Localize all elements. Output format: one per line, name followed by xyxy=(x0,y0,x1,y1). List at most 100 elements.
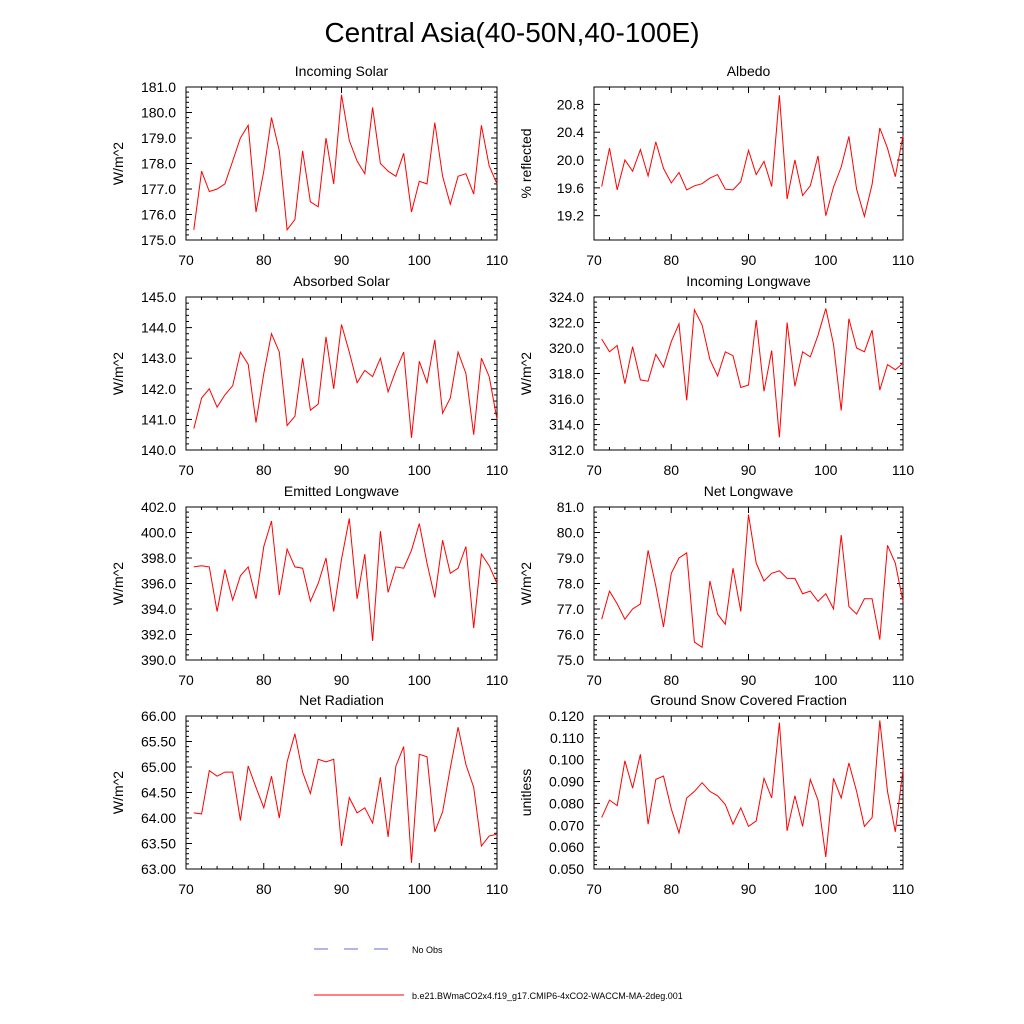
y-tick-label: 63.00 xyxy=(141,861,176,877)
x-tick-label: 110 xyxy=(486,881,509,897)
y-tick-label: 0.070 xyxy=(549,817,584,833)
y-tick-label: 66.00 xyxy=(141,708,176,724)
x-tick-label: 70 xyxy=(178,672,194,688)
x-tick-label: 80 xyxy=(663,252,679,268)
panel-8: Ground Snow Covered Fraction unitless 0.05… xyxy=(518,692,914,897)
y-tick-label: 81.0 xyxy=(557,499,584,515)
panels: Incoming Solar W/m^2 175.0 176.0 177.0 178.0 1… xyxy=(110,63,914,897)
y-tick-label: 20.8 xyxy=(557,96,584,112)
y-tick-label: 324.0 xyxy=(549,289,584,305)
plot-frame xyxy=(593,296,904,451)
y-tick-label: 177.0 xyxy=(141,181,176,197)
y-tick-label: 396.0 xyxy=(141,576,176,592)
x-tick-label: 90 xyxy=(741,462,757,478)
x-tick-label: 110 xyxy=(892,252,915,268)
y-tick-label: 400.0 xyxy=(141,525,176,541)
x-tick-label: 110 xyxy=(892,881,915,897)
x-tick-label: 90 xyxy=(741,252,757,268)
y-tick-label: 320.0 xyxy=(549,340,584,356)
series-line xyxy=(193,518,498,641)
series-line xyxy=(193,324,498,438)
y-tick-label: 64.50 xyxy=(141,785,176,801)
y-axis-label: W/m^2 xyxy=(518,352,534,395)
x-tick-label: 100 xyxy=(408,672,432,688)
y-tick-label: 143.0 xyxy=(141,350,176,366)
panel-1: Incoming Solar W/m^2 175.0 176.0 177.0 178.0 1… xyxy=(110,63,508,268)
y-tick-label: 20.4 xyxy=(557,124,584,140)
y-axis-label: W/m^2 xyxy=(110,562,126,605)
x-tick-label: 90 xyxy=(741,672,757,688)
y-tick-label: 398.0 xyxy=(141,550,176,566)
y-tick-label: 175.0 xyxy=(141,232,176,248)
x-tick-label: 90 xyxy=(334,881,350,897)
x-tick-label: 100 xyxy=(814,462,838,478)
y-tick-label: 176.0 xyxy=(141,207,176,223)
y-tick-label: 314.0 xyxy=(549,417,584,433)
panel-title: Incoming Solar xyxy=(295,63,389,79)
y-tick-label: 0.060 xyxy=(549,839,584,855)
legend-obs-label: No Obs xyxy=(412,945,443,955)
y-tick-label: 181.0 xyxy=(141,79,176,95)
y-axis-label: W/m^2 xyxy=(110,352,126,395)
y-tick-label: 65.50 xyxy=(141,734,176,750)
panel-title: Albedo xyxy=(727,63,771,79)
series-line xyxy=(193,94,498,232)
panel-title: Emitted Longwave xyxy=(284,483,399,499)
x-tick-label: 100 xyxy=(408,881,432,897)
y-tick-label: 80.0 xyxy=(557,525,584,541)
x-tick-label: 70 xyxy=(586,252,602,268)
x-tick-label: 80 xyxy=(663,672,679,688)
y-tick-label: 0.050 xyxy=(549,861,584,877)
x-tick-label: 80 xyxy=(256,252,272,268)
panel-title: Net Longwave xyxy=(704,483,794,499)
x-tick-label: 110 xyxy=(486,252,509,268)
y-axis-label: W/m^2 xyxy=(518,562,534,605)
y-tick-label: 75.0 xyxy=(557,652,584,668)
x-tick-label: 100 xyxy=(814,881,838,897)
y-tick-label: 145.0 xyxy=(141,289,176,305)
legend-model-label: b.e21.BWmaCO2x4.f19_g17.CMIP6-4xCO2-WACC… xyxy=(412,991,683,1001)
panel-6: Net Longwave W/m^2 75.0 76.0 77.0 78.0 79.0 80.… xyxy=(518,483,914,688)
x-tick-label: 100 xyxy=(814,672,838,688)
y-tick-label: 316.0 xyxy=(549,391,584,407)
y-axis-label: unitless xyxy=(518,769,534,816)
y-tick-label: 78.0 xyxy=(557,576,584,592)
plot-frame xyxy=(185,506,498,661)
x-tick-label: 100 xyxy=(814,252,838,268)
x-tick-label: 90 xyxy=(334,462,350,478)
x-tick-label: 90 xyxy=(334,252,350,268)
y-tick-label: 394.0 xyxy=(141,601,176,617)
y-tick-label: 77.0 xyxy=(557,601,584,617)
x-tick-label: 80 xyxy=(663,462,679,478)
series-line xyxy=(601,720,904,858)
y-tick-label: 20.0 xyxy=(557,152,584,168)
y-tick-label: 63.50 xyxy=(141,836,176,852)
x-tick-label: 70 xyxy=(178,252,194,268)
series-line xyxy=(601,95,904,219)
panel-title: Ground Snow Covered Fraction xyxy=(650,692,847,708)
x-tick-label: 110 xyxy=(892,672,915,688)
plot-frame xyxy=(185,86,498,241)
x-tick-label: 110 xyxy=(486,462,509,478)
y-tick-label: 142.0 xyxy=(141,381,176,397)
y-tick-label: 144.0 xyxy=(141,320,176,336)
y-tick-label: 392.0 xyxy=(141,627,176,643)
x-tick-label: 80 xyxy=(256,462,272,478)
y-tick-label: 19.2 xyxy=(557,208,584,224)
x-tick-label: 70 xyxy=(586,881,602,897)
panel-title: Absorbed Solar xyxy=(293,273,390,289)
y-tick-label: 318.0 xyxy=(549,366,584,382)
y-tick-label: 178.0 xyxy=(141,156,176,172)
y-axis-label: W/m^2 xyxy=(110,142,126,185)
x-tick-label: 70 xyxy=(178,462,194,478)
y-axis-label: W/m^2 xyxy=(110,771,126,814)
x-tick-label: 70 xyxy=(178,881,194,897)
y-tick-label: 0.100 xyxy=(549,752,584,768)
y-tick-label: 141.0 xyxy=(141,411,176,427)
y-tick-label: 76.0 xyxy=(557,627,584,643)
series-line xyxy=(601,308,904,438)
panel-title: Net Radiation xyxy=(299,692,384,708)
x-tick-label: 90 xyxy=(334,672,350,688)
y-tick-label: 180.0 xyxy=(141,105,176,121)
